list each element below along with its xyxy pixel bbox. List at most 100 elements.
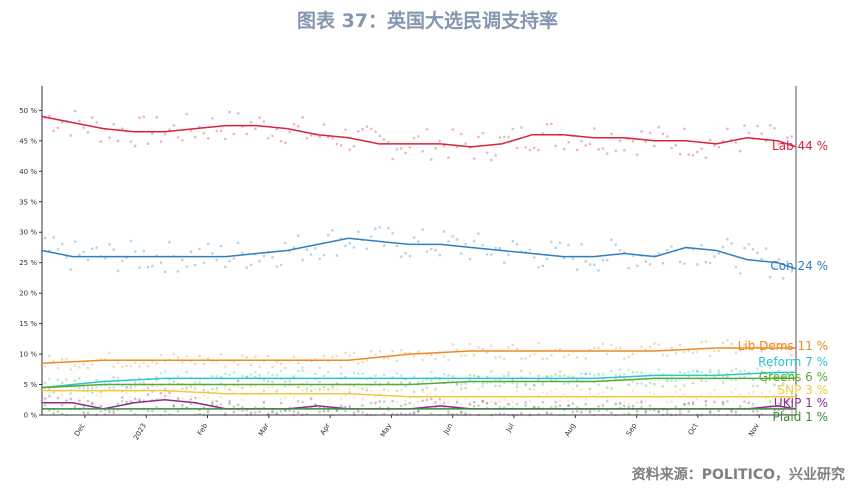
poll-dot-con	[387, 226, 390, 230]
poll-dot-con	[760, 257, 763, 261]
poll-dot-lab	[738, 149, 742, 153]
poll-dot-lab	[254, 127, 257, 131]
poll-dot-con	[103, 257, 107, 260]
poll-dot-lib-dems	[116, 361, 120, 364]
poll-dot-snp	[48, 391, 51, 395]
poll-dot-greens	[588, 387, 592, 391]
poll-dot-lib-dems	[52, 359, 55, 363]
poll-dot-plaid	[211, 401, 214, 404]
poll-dot-snp	[382, 396, 386, 399]
poll-dot-snp	[215, 389, 219, 392]
poll-dot-reform	[275, 373, 279, 377]
poll-dot-snp	[181, 397, 184, 400]
poll-dot-greens	[189, 385, 193, 388]
poll-dot-lib-dems	[786, 345, 789, 348]
poll-dot-ukip	[309, 397, 313, 401]
poll-dot-ukip	[597, 404, 600, 408]
poll-dot-lib-dems	[129, 364, 133, 368]
poll-dot-greens	[665, 379, 669, 383]
poll-dot-snp	[301, 388, 304, 392]
poll-dot-lib-dems	[378, 349, 382, 353]
poll-dot-greens	[185, 387, 188, 390]
poll-dot-lab	[326, 136, 330, 139]
poll-dot-lib-dems	[773, 341, 776, 344]
poll-dot-lib-dems	[318, 366, 321, 370]
poll-dot-lab	[425, 128, 429, 131]
poll-dot-con	[786, 260, 789, 264]
poll-dot-ukip	[580, 410, 583, 414]
poll-dot-ukip	[631, 404, 635, 408]
poll-dot-plaid	[129, 409, 133, 413]
poll-dot-lab	[172, 124, 176, 127]
poll-dot-reform	[95, 386, 98, 389]
poll-dot-snp	[708, 392, 712, 395]
poll-dot-lib-dems	[717, 349, 721, 353]
poll-dot-snp	[477, 387, 480, 391]
poll-dot-con	[717, 252, 721, 255]
poll-dot-lab	[713, 144, 716, 147]
poll-dot-ukip	[292, 413, 296, 417]
poll-dot-lib-dems	[726, 339, 729, 342]
poll-dot-snp	[554, 388, 558, 391]
poll-dot-lab	[575, 148, 579, 152]
poll-dot-greens	[481, 382, 485, 385]
poll-dot-greens	[284, 380, 287, 383]
poll-dot-reform	[532, 383, 536, 387]
poll-dot-lab	[292, 122, 296, 126]
poll-dot-con	[455, 238, 459, 241]
poll-dot-lib-dems	[219, 353, 223, 356]
poll-dot-lib-dems	[605, 352, 609, 356]
poll-dot-greens	[309, 389, 313, 393]
poll-dot-plaid	[550, 405, 553, 409]
plot-area: 0 % 5 % 10 % 15 % 20 % 25 % 30 % 35 % 40 % 45 % 50…	[19, 86, 828, 441]
poll-dot-snp	[562, 393, 566, 396]
poll-dot-lab	[532, 146, 536, 150]
poll-dot-snp	[498, 400, 502, 403]
poll-dot-snp	[125, 391, 128, 395]
poll-dot-lab	[644, 140, 648, 143]
poll-dot-lib-dems	[691, 351, 695, 355]
poll-dot-reform	[657, 368, 660, 371]
poll-dot-reform	[756, 367, 759, 371]
poll-dot-reform	[232, 371, 236, 374]
poll-dot-ukip	[249, 411, 253, 415]
poll-dot-greens	[648, 381, 652, 385]
poll-dot-lib-dems	[507, 345, 510, 349]
series-label-lab: Lab 44 %	[772, 139, 828, 153]
poll-dot-greens	[597, 373, 600, 376]
poll-dot-ukip	[125, 400, 128, 404]
poll-dot-plaid	[768, 400, 772, 403]
poll-dot-plaid	[464, 411, 467, 415]
poll-dot-ukip	[726, 413, 729, 417]
poll-dot-plaid	[614, 402, 618, 406]
poll-dot-ukip	[279, 401, 283, 405]
poll-dot-lab	[554, 144, 558, 148]
poll-dot-lab	[151, 132, 154, 135]
poll-dot-lib-dems	[751, 341, 755, 345]
poll-dot-lab	[434, 147, 437, 150]
poll-dot-lab	[69, 134, 73, 137]
poll-dot-greens	[683, 384, 686, 387]
poll-dot-greens	[112, 376, 116, 379]
poll-dot-lib-dems	[700, 340, 703, 344]
series-label-greens: Greens 6 %	[759, 370, 828, 384]
poll-dot-greens	[459, 387, 463, 391]
poll-dot-ukip	[515, 413, 519, 417]
poll-dot-con	[421, 228, 424, 231]
poll-dot-reform	[215, 374, 219, 378]
poll-dot-lab	[391, 157, 394, 161]
poll-dot-lib-dems	[223, 365, 227, 368]
poll-dot-lab	[249, 121, 253, 124]
poll-dot-con	[262, 254, 266, 258]
poll-dot-ukip	[601, 404, 605, 407]
poll-dot-greens	[215, 386, 219, 390]
poll-dot-reform	[301, 369, 304, 373]
poll-dot-greens	[777, 384, 781, 388]
poll-dot-ukip	[48, 394, 51, 398]
poll-dot-ukip	[442, 401, 446, 405]
poll-dot-lab	[545, 122, 549, 126]
poll-dot-greens	[472, 374, 476, 377]
poll-dot-snp	[541, 391, 545, 394]
poll-dot-reform	[623, 372, 626, 376]
poll-dot-lib-dems	[511, 343, 515, 347]
